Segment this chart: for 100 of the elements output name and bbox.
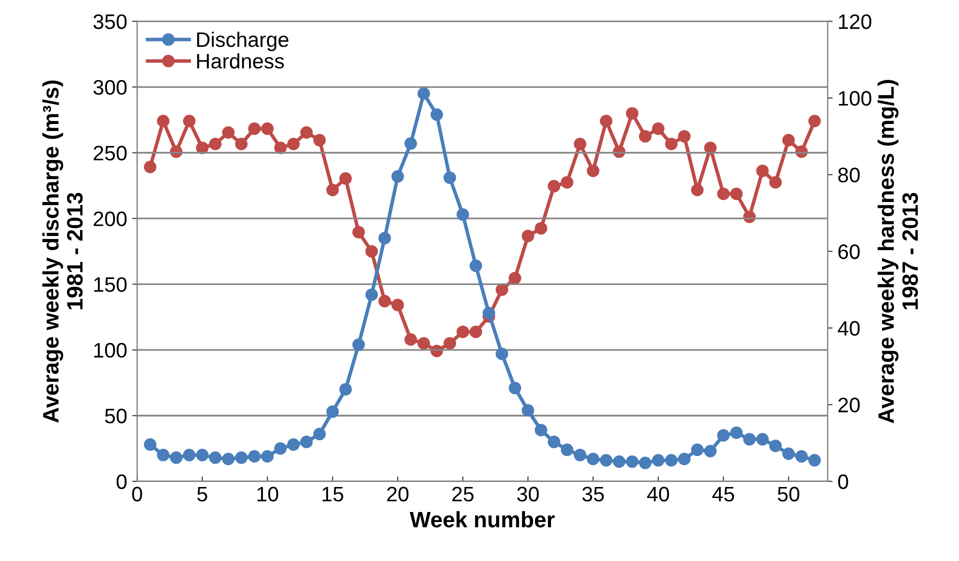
point <box>391 170 404 183</box>
x-tick-label: 50 <box>778 486 800 502</box>
x-tick-label: 45 <box>712 486 734 502</box>
point <box>365 245 378 258</box>
point <box>183 114 196 128</box>
point <box>704 142 717 154</box>
y-tick-label: 200 <box>94 211 127 226</box>
point <box>261 122 274 135</box>
point <box>586 452 600 466</box>
point <box>300 126 313 139</box>
y-tick-label: 250 <box>94 146 127 161</box>
y2-tick-label: 60 <box>838 244 860 260</box>
point <box>808 454 821 467</box>
point <box>560 444 574 456</box>
point <box>326 405 339 418</box>
point <box>704 444 717 458</box>
point <box>612 455 626 468</box>
point <box>534 222 548 235</box>
x-tick-label: 35 <box>582 486 604 502</box>
point <box>444 337 456 350</box>
x-tick-label: 10 <box>257 486 278 502</box>
point <box>418 337 430 350</box>
x-tick-label: 30 <box>517 486 539 502</box>
point <box>144 438 156 451</box>
point <box>156 114 170 128</box>
point <box>496 283 508 296</box>
point <box>261 450 274 463</box>
y2-tick-label: 40 <box>838 321 860 336</box>
point <box>352 338 365 351</box>
point <box>196 142 209 154</box>
point <box>456 326 470 338</box>
y2-tick-label: 20 <box>838 398 860 412</box>
point <box>326 184 339 196</box>
point <box>418 87 430 100</box>
y2-tick-label: 80 <box>838 168 860 182</box>
point <box>209 451 222 464</box>
point <box>339 383 352 396</box>
point <box>756 433 769 446</box>
point <box>586 164 600 178</box>
y-tick-label: 100 <box>94 342 127 358</box>
y-tick-label: 50 <box>105 408 127 424</box>
point <box>287 438 300 451</box>
point <box>574 448 586 462</box>
point <box>600 114 612 128</box>
point <box>456 208 470 221</box>
point <box>782 447 795 460</box>
legend-label: Hardness <box>197 53 284 69</box>
point <box>638 130 652 143</box>
point <box>404 137 417 150</box>
point <box>183 448 196 462</box>
y-tick-label: 0 <box>116 474 127 490</box>
point <box>548 436 560 448</box>
point <box>274 142 287 154</box>
point <box>235 451 248 464</box>
point <box>730 188 743 200</box>
point <box>248 450 261 463</box>
x-axis-title: Week number <box>410 511 555 528</box>
point <box>391 298 404 312</box>
point <box>496 348 508 360</box>
point <box>470 326 482 338</box>
point <box>652 454 665 467</box>
point <box>652 122 665 135</box>
point <box>665 454 678 467</box>
point <box>665 138 678 150</box>
point <box>730 426 743 439</box>
y-tick-label: 300 <box>93 80 127 95</box>
point <box>235 138 248 150</box>
point <box>156 448 170 462</box>
point <box>404 333 417 346</box>
point <box>691 184 704 196</box>
y2-tick-label: 100 <box>838 90 872 106</box>
point <box>274 442 287 455</box>
y-tick-label: 150 <box>94 277 127 292</box>
point <box>209 138 222 150</box>
point <box>365 288 378 301</box>
point <box>756 164 769 178</box>
point <box>430 108 444 121</box>
x-tick-label: 25 <box>452 486 474 502</box>
point <box>782 134 795 146</box>
point <box>470 260 482 272</box>
point <box>548 180 560 192</box>
point <box>574 138 586 150</box>
point <box>626 107 638 120</box>
point <box>717 429 730 442</box>
y-axis-title: Average weekly discharge (m³/s) 1981 - 2013 <box>42 80 83 423</box>
point <box>222 126 235 139</box>
point <box>170 451 182 464</box>
point <box>522 404 534 417</box>
y-tick-label: 350 <box>93 14 127 30</box>
point <box>522 230 534 242</box>
x-tick-label: 15 <box>322 486 344 502</box>
point <box>482 306 496 320</box>
x-tick-label: 40 <box>647 486 670 502</box>
point <box>678 452 691 466</box>
x-tick-label: 20 <box>387 486 408 502</box>
point <box>808 114 821 128</box>
point <box>508 382 522 394</box>
x-tick-label: 0 <box>132 486 142 502</box>
point <box>352 226 365 238</box>
point <box>717 188 730 200</box>
